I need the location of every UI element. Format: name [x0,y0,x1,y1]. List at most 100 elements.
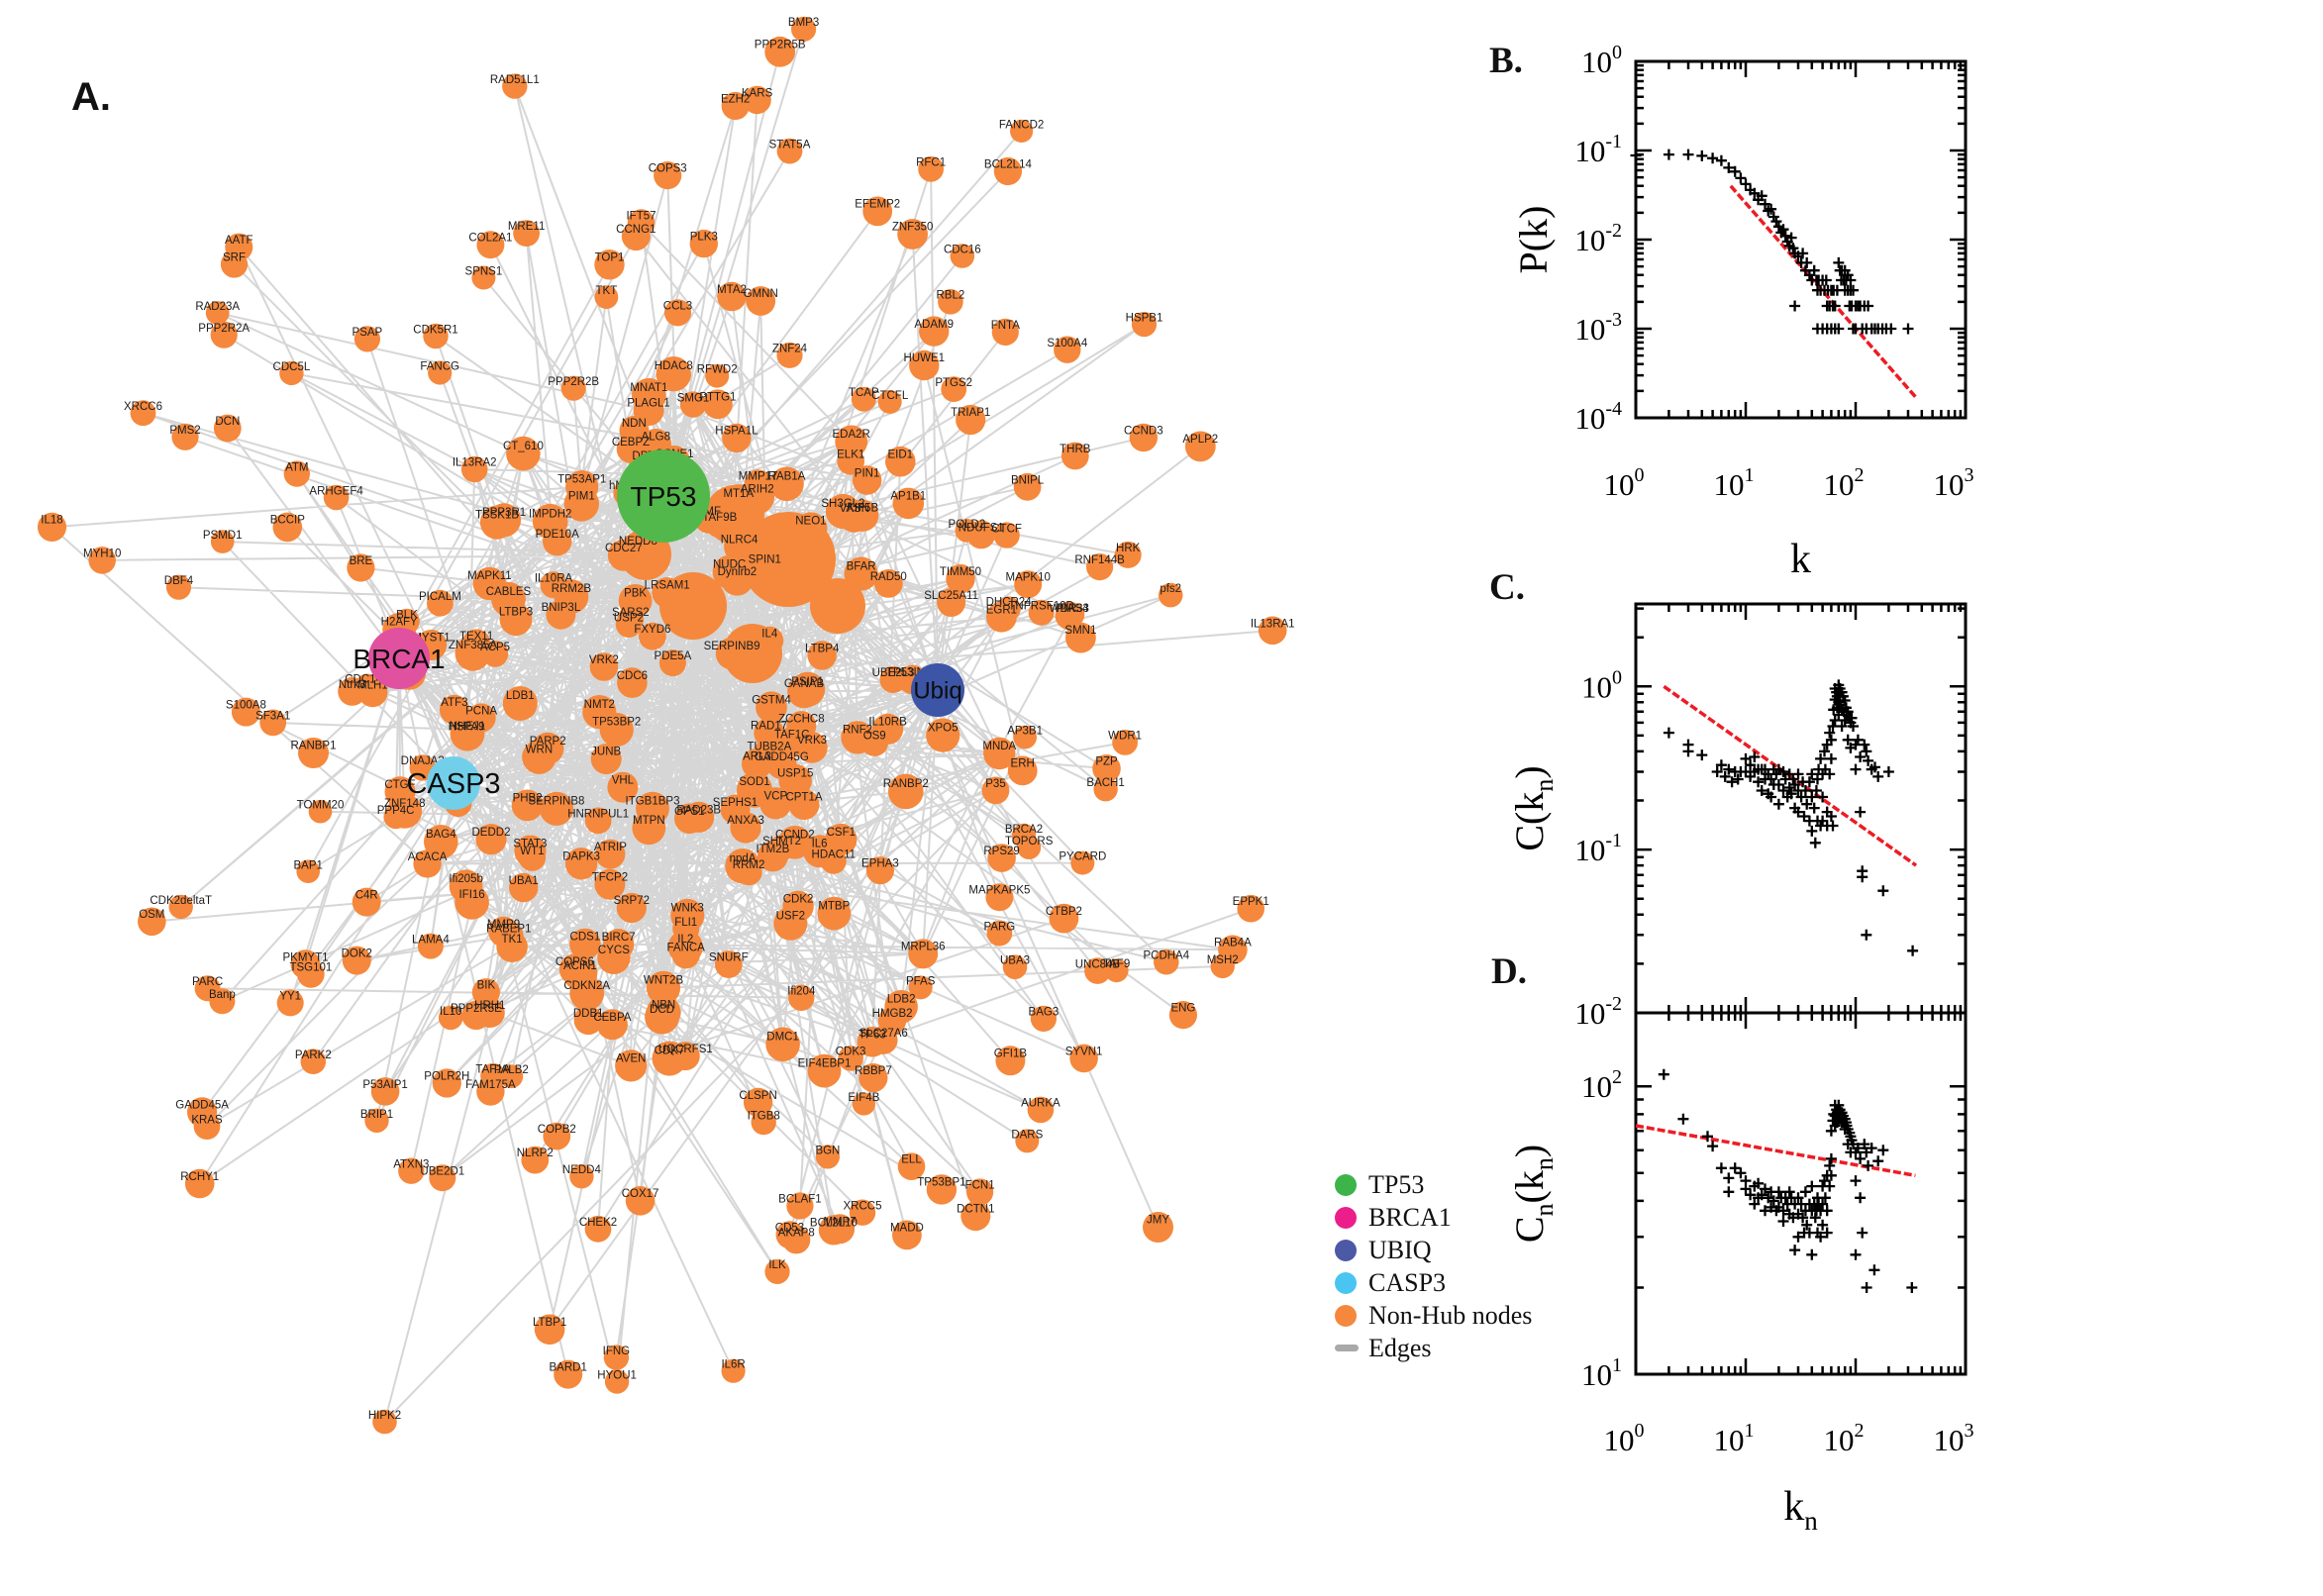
non-hub-node [272,512,303,543]
node-label: ITM2B [756,844,789,855]
non-hub-node [897,1152,926,1180]
node-label: KARS [742,87,773,99]
non-hub-node [584,1215,612,1243]
node-label: RAB1A [768,471,806,483]
node-label: BGN [815,1145,840,1156]
node-label: GANAB [784,678,825,690]
node-label: DOK2 [342,948,372,960]
node-label: HSPA1L [715,426,758,438]
node-label: FANCG [420,360,459,372]
node-label: MNDA [982,741,1016,752]
non-hub-node [888,773,924,810]
non-hub-node [210,321,238,349]
node-label: SMN1 [1064,625,1096,637]
non-hub-node [532,732,564,765]
non-hub-node [956,404,986,436]
nonhub-node-swatch-icon [1335,1304,1357,1327]
non-hub-node [565,470,599,504]
legend-item-edges: Edges [1335,1332,1563,1364]
node-label: Dynlrb2 [718,566,758,578]
node-label: DDB1 [573,1008,604,1020]
node-label: npdA [730,852,757,864]
node-label: SARS2 [612,607,650,619]
node-label: SHMT2 [762,836,801,848]
non-hub-node [1210,953,1235,979]
axis-tick-label: 10-2 [1574,220,1622,257]
non-hub-node [602,929,635,960]
node-label: ILK [768,1259,786,1271]
node-label: TCAP [849,387,879,399]
node-label: PIM1 [568,491,595,503]
node-label: EDA2R [833,429,870,441]
node-label: THRB [1060,444,1091,455]
node-label: DCD [650,1004,674,1016]
non-hub-node [1013,472,1042,501]
node-label: KRAS [191,1114,223,1126]
node-label: PKMYT1 [282,951,328,963]
non-hub-node [987,844,1016,872]
node-label: PPP2R5B [755,39,806,50]
non-hub-node [683,801,715,833]
node-label: SOD1 [739,776,769,788]
non-hub-node [513,220,540,248]
non-hub-node [995,1046,1026,1076]
node-label: TRIAP1 [951,407,990,419]
non-hub-node [184,1168,215,1199]
non-hub-node [794,512,828,546]
non-hub-node [595,839,626,869]
node-label: MYH10 [83,549,121,560]
non-hub-node [981,776,1010,805]
node-label: SPIN1 [749,554,781,566]
node-label: HSPB1 [1126,313,1163,325]
non-hub-node [231,697,260,727]
node-label: HIPK2 [368,1410,401,1422]
non-hub-node [364,1108,389,1134]
node-label: MMP17 [739,471,778,483]
node-label: GPS1 [674,806,705,818]
non-hub-node [499,603,533,637]
node-label: TKT [596,285,618,297]
node-label: CT_610 [503,441,544,452]
node-label: VHL [612,774,635,786]
node-label: GADD45G [755,751,809,763]
node-label: ACACA [408,851,448,863]
non-hub-node [554,1359,583,1389]
node-label: SF3A1 [255,711,290,723]
non-hub-node [818,1215,850,1246]
panel-a-label: A. [71,75,111,119]
non-hub-node [639,622,666,650]
plot-pk: 100 10-1 10-2 10-3 10-4 100 101 102 103 P(k) k [1511,42,1974,582]
non-hub-node [1010,119,1034,143]
non-hub-node [472,566,507,601]
node-label: PYCARD [1059,851,1106,863]
non-hub-node [670,1042,700,1071]
non-hub-node [429,1164,456,1192]
node-label: HRK [1116,543,1141,554]
node-label: ZNF148 [384,798,426,810]
non-hub-node [849,1199,876,1226]
node-label: RAD23A [195,301,240,313]
non-hub-node [205,301,230,325]
non-hub-node [919,316,950,347]
non-hub-node [955,519,979,543]
axis-tick-label: 102 [1824,464,1865,502]
non-hub-node [511,789,544,822]
non-hub-node [858,1063,888,1093]
non-hub-node [342,946,371,975]
non-hub-node [582,695,617,730]
non-hub-node [865,856,895,885]
non-hub-node [398,1157,425,1184]
non-hub-node [775,1221,804,1249]
non-hub-node [1028,599,1055,626]
node-label: EID1 [888,449,914,460]
node-label: NDUFS1 [959,522,1004,534]
hub-node-ubiq [911,663,964,717]
non-hub-node [1069,1044,1098,1073]
non-hub-node [715,637,749,670]
node-label: TIMM50 [940,566,981,578]
non-hub-node [851,386,876,412]
non-hub-node [1093,777,1118,802]
y-axis-title: C(kn) [1507,765,1559,850]
node-label: TSSK1B [475,509,519,521]
node-label: GFI1B [994,1048,1028,1060]
